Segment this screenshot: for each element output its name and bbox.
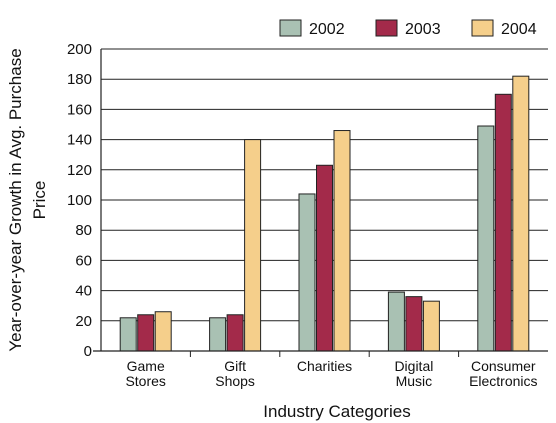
legend-swatch-2004 bbox=[471, 19, 494, 37]
y-tick-label: 180 bbox=[67, 71, 92, 88]
legend-swatch-2002 bbox=[279, 19, 302, 37]
bar-2004 bbox=[154, 311, 172, 352]
x-tick-label: Digital Music bbox=[394, 358, 433, 389]
x-tick-label: Charities bbox=[297, 358, 352, 374]
bar-2003 bbox=[316, 164, 333, 352]
y-tick-label: 0 bbox=[84, 343, 92, 360]
y-tick-label: 60 bbox=[75, 252, 92, 269]
y-tick-label: 200 bbox=[67, 41, 92, 58]
legend-label: 2004 bbox=[501, 21, 537, 38]
x-axis-label: Industry Categories bbox=[263, 402, 410, 421]
x-tick-labels: Game Stores Gift Shops Charities Digital Music… bbox=[125, 358, 537, 389]
x-tick-label: Consumer Electronics bbox=[469, 358, 537, 389]
y-axis-label-line2: Price bbox=[30, 181, 49, 220]
bar-2002 bbox=[298, 193, 316, 352]
bar-2003 bbox=[494, 93, 512, 352]
y-tick-label: 120 bbox=[67, 162, 92, 179]
x-tick-label: Game Stores bbox=[125, 358, 165, 389]
y-tick-labels: 0 20 40 60 80 100 120 140 160 180 200 bbox=[67, 41, 92, 360]
bar-2003 bbox=[137, 314, 155, 352]
bar-2004 bbox=[333, 130, 351, 352]
bar-2004 bbox=[244, 139, 262, 352]
y-tick-label: 20 bbox=[75, 313, 92, 330]
bar-2003 bbox=[405, 296, 423, 352]
bar-2004 bbox=[422, 300, 440, 352]
legend-label: 2002 bbox=[309, 21, 345, 38]
legend: 2002 2003 2004 bbox=[279, 19, 537, 38]
y-tick-label: 100 bbox=[67, 192, 92, 209]
y-tick-label: 40 bbox=[75, 283, 92, 300]
bars bbox=[119, 75, 530, 352]
axes bbox=[93, 49, 548, 357]
y-axis-label-line1: Year-over-year Growth in Avg. Purchase bbox=[6, 48, 25, 351]
y-tick-label: 80 bbox=[75, 222, 92, 239]
legend-label: 2003 bbox=[405, 21, 441, 38]
bar-2002 bbox=[387, 291, 405, 352]
x-tick-label: Gift Shops bbox=[215, 358, 255, 389]
y-tick-label: 160 bbox=[67, 101, 92, 118]
bar-2003 bbox=[226, 314, 244, 352]
bar-2002 bbox=[119, 317, 137, 352]
y-tick-label: 140 bbox=[67, 132, 92, 149]
bar-2002 bbox=[477, 125, 495, 352]
bar-2004 bbox=[512, 75, 530, 352]
legend-swatch-2003 bbox=[375, 19, 398, 37]
bar-2002 bbox=[209, 317, 227, 352]
